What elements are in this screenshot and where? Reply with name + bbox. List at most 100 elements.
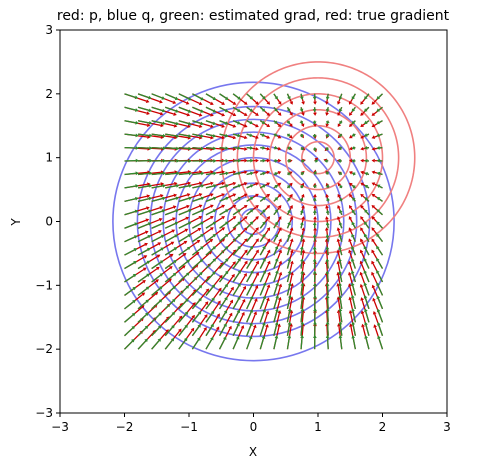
estimated-gradient-arrow-head xyxy=(377,335,381,340)
estimated-gradient-arrow-head xyxy=(363,270,368,274)
estimated-gradient-arrow-shaft xyxy=(300,93,303,98)
estimated-gradient-arrow-shaft xyxy=(377,260,384,269)
estimated-gradient-arrow xyxy=(219,296,228,310)
true-gradient-arrow-head xyxy=(241,298,246,303)
estimated-gradient-arrow-head xyxy=(363,120,368,125)
estimated-gradient-arrow-head xyxy=(172,285,177,290)
estimated-gradient-arrow-head xyxy=(175,109,179,113)
estimated-gradient-arrow-shaft xyxy=(151,248,162,256)
estimated-gradient-arrow-shaft xyxy=(151,210,163,216)
estimated-gradient-arrow xyxy=(192,184,205,189)
estimated-gradient-arrow xyxy=(287,159,292,163)
estimated-gradient-arrow-shaft xyxy=(137,106,150,111)
true-gradient-arrow-head xyxy=(289,193,293,198)
estimated-gradient-arrow xyxy=(124,196,139,202)
true-gradient-arrow-head xyxy=(359,283,364,288)
true-gradient-arrow-head xyxy=(183,240,188,245)
true-gradient-arrow-head xyxy=(371,112,376,116)
estimated-gradient-arrow xyxy=(205,310,215,323)
estimated-gradient-arrow xyxy=(151,260,164,270)
estimated-gradient-arrow-shaft xyxy=(286,106,290,110)
estimated-gradient-arrow-head xyxy=(313,321,317,325)
estimated-gradient-arrow xyxy=(137,286,150,296)
estimated-gradient-arrow-head xyxy=(325,146,330,151)
estimated-gradient-arrow-head xyxy=(249,309,253,313)
estimated-gradient-arrow xyxy=(259,184,266,189)
estimated-gradient-arrow-shaft xyxy=(259,93,264,98)
estimated-gradient-arrow xyxy=(151,286,163,296)
estimated-gradient-arrow xyxy=(259,257,266,269)
true-gradient-arrow-head xyxy=(371,123,376,128)
estimated-gradient-arrow-head xyxy=(376,245,380,250)
true-gradient-arrow-head xyxy=(348,171,353,175)
estimated-gradient-arrow-shaft xyxy=(378,120,383,124)
estimated-gradient-arrow-shaft xyxy=(273,93,277,98)
estimated-gradient-arrow xyxy=(151,196,166,202)
estimated-gradient-arrow-shaft xyxy=(192,197,202,202)
true-gradient-arrow-head xyxy=(371,101,376,105)
estimated-gradient-arrow xyxy=(300,294,305,309)
estimated-gradient-arrow xyxy=(205,196,217,202)
true-gradient-arrow-head xyxy=(255,101,259,105)
estimated-gradient-arrow-head xyxy=(162,121,166,126)
p-contour xyxy=(284,124,352,191)
estimated-gradient-arrow xyxy=(124,286,137,296)
estimated-gradient-arrow-head xyxy=(312,221,317,226)
estimated-gradient-arrow-head xyxy=(339,120,343,125)
estimated-gradient-arrow-head xyxy=(200,96,205,101)
true-gradient-arrow-head xyxy=(186,112,191,117)
true-gradient-arrow-head xyxy=(244,260,248,265)
estimated-gradient-arrow-head xyxy=(132,299,136,304)
estimated-gradient-arrow-head xyxy=(212,146,217,151)
estimated-gradient-arrow-shaft xyxy=(377,247,384,256)
true-gradient-arrow-head xyxy=(277,296,282,301)
true-gradient-arrow-head xyxy=(244,249,248,254)
estimated-gradient-arrow xyxy=(286,270,292,283)
true-gradient-arrow-head xyxy=(244,170,248,175)
estimated-gradient-arrow-head xyxy=(224,121,229,125)
estimated-gradient-arrow xyxy=(219,221,229,229)
true-gradient-arrow-head xyxy=(221,227,226,231)
true-gradient-arrow-head xyxy=(371,249,375,254)
estimated-gradient-arrow xyxy=(273,106,278,112)
true-gradient-arrow-head xyxy=(360,158,364,163)
estimated-gradient-arrow-head xyxy=(376,295,381,300)
estimated-gradient-arrow-head xyxy=(173,247,178,251)
estimated-gradient-arrow xyxy=(376,171,383,176)
estimated-gradient-arrow-head xyxy=(134,95,139,100)
estimated-gradient-arrow-head xyxy=(200,134,204,138)
estimated-gradient-arrow-shaft xyxy=(326,285,329,296)
estimated-gradient-arrow-head xyxy=(261,108,266,112)
estimated-gradient-arrow-head xyxy=(338,233,343,238)
estimated-gradient-arrow-shaft xyxy=(219,260,227,269)
estimated-gradient-arrow-shaft xyxy=(365,235,370,243)
estimated-gradient-arrow xyxy=(219,146,229,151)
estimated-gradient-arrow-head xyxy=(287,96,291,100)
estimated-gradient-arrow-head xyxy=(148,209,152,214)
estimated-gradient-arrow-head xyxy=(237,209,242,213)
true-gradient-arrow-head xyxy=(301,101,305,105)
estimated-gradient-arrow-head xyxy=(200,246,204,250)
estimated-gradient-arrow xyxy=(313,170,317,175)
estimated-gradient-arrow-shaft xyxy=(151,185,163,189)
estimated-gradient-arrow-head xyxy=(249,146,254,150)
estimated-gradient-arrow-head xyxy=(188,171,193,176)
true-gradient-arrow-head xyxy=(266,216,271,220)
estimated-gradient-arrow-head xyxy=(299,108,304,113)
estimated-gradient-arrow xyxy=(337,159,342,163)
estimated-gradient-arrow-head xyxy=(352,197,356,201)
true-gradient-arrow-head xyxy=(266,297,270,302)
estimated-gradient-arrow-shaft xyxy=(205,106,214,112)
estimated-gradient-arrow-head xyxy=(312,197,317,201)
estimated-gradient-arrow-shaft xyxy=(137,120,150,124)
estimated-gradient-arrow xyxy=(151,120,166,126)
true-gradient-arrow-head xyxy=(159,205,164,210)
estimated-gradient-arrow xyxy=(137,234,152,243)
estimated-gradient-arrow xyxy=(246,221,254,229)
estimated-gradient-arrow xyxy=(287,172,292,176)
estimated-gradient-arrow xyxy=(232,221,241,229)
estimated-gradient-arrow xyxy=(124,158,139,163)
true-gradient-arrow-head xyxy=(371,146,375,151)
estimated-gradient-arrow-head xyxy=(225,146,229,151)
